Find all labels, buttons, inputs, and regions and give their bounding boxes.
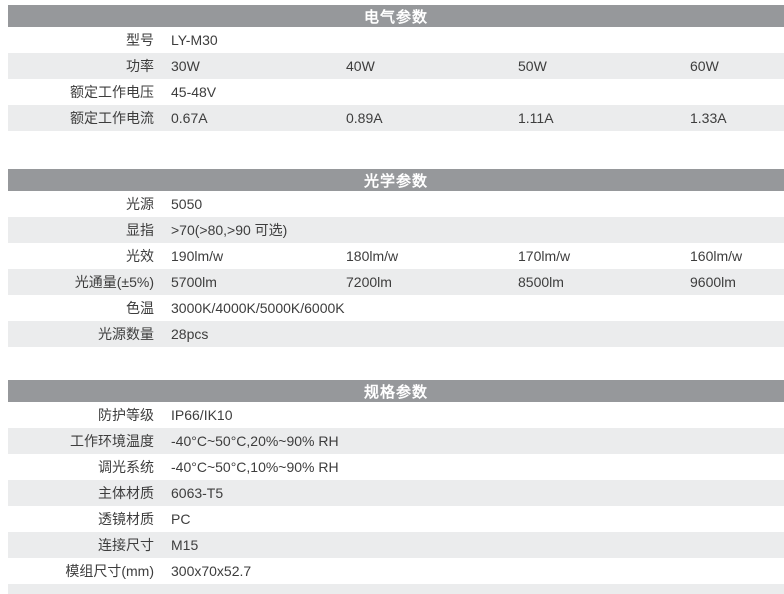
row-label: 透镜材质 [98,511,154,527]
row-value: M15 [171,537,199,553]
table-row: 型号 LY-M30 [8,27,784,53]
row-value: -40°C~50°C,10%~90% RH [171,459,339,475]
table-row: 额定工作电压 45-48V [8,79,784,105]
row-value: 190lm/w [171,248,224,264]
table-row: 功率 30W 40W 50W 60W [8,53,784,79]
row-value: LY-M30 [171,32,218,48]
row-label: 额定工作电流 [70,110,154,126]
row-label: 光效 [126,248,154,264]
row-value: 5050 [171,196,203,212]
table-row: 显指 >70(>80,>90 可选) [8,217,784,243]
spec-sheet: 电气参数 型号 LY-M30 功率 30W 40W 50W 60W 额定工作电压 45… [8,0,784,584]
row-label: 光源 [126,196,154,212]
row-value: -40°C~50°C,20%~90% RH [171,433,339,449]
row-value: 1.11A [518,110,554,126]
section-header: 电气参数 [8,5,784,27]
row-value: 8500lm [518,274,564,290]
row-label: 功率 [126,58,154,74]
section-header: 光学参数 [8,169,784,191]
table-row: 光效 190lm/w 180lm/w 170lm/w 160lm/w [8,243,784,269]
row-value: 0.89A [346,110,383,126]
row-value: 5700lm [171,274,217,290]
section-title: 光学参数 [363,172,428,190]
row-value: 9600lm [690,274,736,290]
row-label: 主体材质 [98,485,154,501]
table-row: 连接尺寸 M15 [8,532,784,558]
section-title: 电气参数 [363,8,428,26]
section-rows: 光源 5050 显指 >70(>80,>90 可选) 光效 190lm/w 180… [8,191,784,347]
table-row: 模组尺寸(mm) 300x70x52.7 [8,558,784,584]
row-value: 30W [171,58,200,74]
row-value: 3000K/4000K/5000K/6000K [171,300,345,316]
row-label: 型号 [126,32,154,48]
table-row: 光源 5050 [8,191,784,217]
partial-next-row [8,584,784,594]
row-label: 光通量(±5%) [74,274,154,290]
row-value: 28pcs [171,326,209,342]
section-rows: 型号 LY-M30 功率 30W 40W 50W 60W 额定工作电压 45-48V … [8,27,784,131]
table-row: 主体材质 6063-T5 [8,480,784,506]
table-row: 额定工作电流 0.67A 0.89A 1.11A 1.33A [8,105,784,131]
row-value: 160lm/w [690,248,743,264]
row-value: 50W [518,58,547,74]
row-label: 额定工作电压 [70,84,154,100]
table-row: 透镜材质 PC [8,506,784,532]
row-value: 0.67A [171,110,208,126]
row-value: 7200lm [346,274,392,290]
table-row: 色温 3000K/4000K/5000K/6000K [8,295,784,321]
section-header: 规格参数 [8,380,784,402]
row-label: 连接尺寸 [98,537,154,553]
row-label: 调光系统 [98,459,154,475]
spec-section: 光学参数 光源 5050 显指 >70(>80,>90 可选) 光效 190lm… [8,169,784,347]
row-value: 40W [346,58,375,74]
section-rows: 防护等级 IP66/IK10 工作环境温度 -40°C~50°C,20%~90%… [8,402,784,584]
table-row: 调光系统 -40°C~50°C,10%~90% RH [8,454,784,480]
row-label: 防护等级 [98,407,154,423]
spec-section: 电气参数 型号 LY-M30 功率 30W 40W 50W 60W 额定工作电压 45… [8,5,784,131]
section-title: 规格参数 [363,383,428,401]
row-value: PC [171,511,191,527]
row-value: 60W [690,58,719,74]
row-value: >70(>80,>90 可选) [171,222,288,238]
row-value: 6063-T5 [171,485,224,501]
spec-section: 规格参数 防护等级 IP66/IK10 工作环境温度 -40°C~50°C,20… [8,380,784,584]
table-row: 防护等级 IP66/IK10 [8,402,784,428]
row-label: 显指 [126,222,154,238]
row-value: 170lm/w [518,248,571,264]
row-value: 1.33A [690,110,727,126]
row-label: 工作环境温度 [70,433,154,449]
row-label: 色温 [126,300,154,316]
row-label: 模组尺寸(mm) [65,563,154,579]
row-value: IP66/IK10 [171,407,233,423]
row-value: 180lm/w [346,248,399,264]
row-label: 光源数量 [98,326,154,342]
row-value: 300x70x52.7 [171,563,252,579]
row-value: 45-48V [171,84,217,100]
table-row: 光源数量 28pcs [8,321,784,347]
table-row: 光通量(±5%) 5700lm 7200lm 8500lm 9600lm [8,269,784,295]
table-row: 工作环境温度 -40°C~50°C,20%~90% RH [8,428,784,454]
